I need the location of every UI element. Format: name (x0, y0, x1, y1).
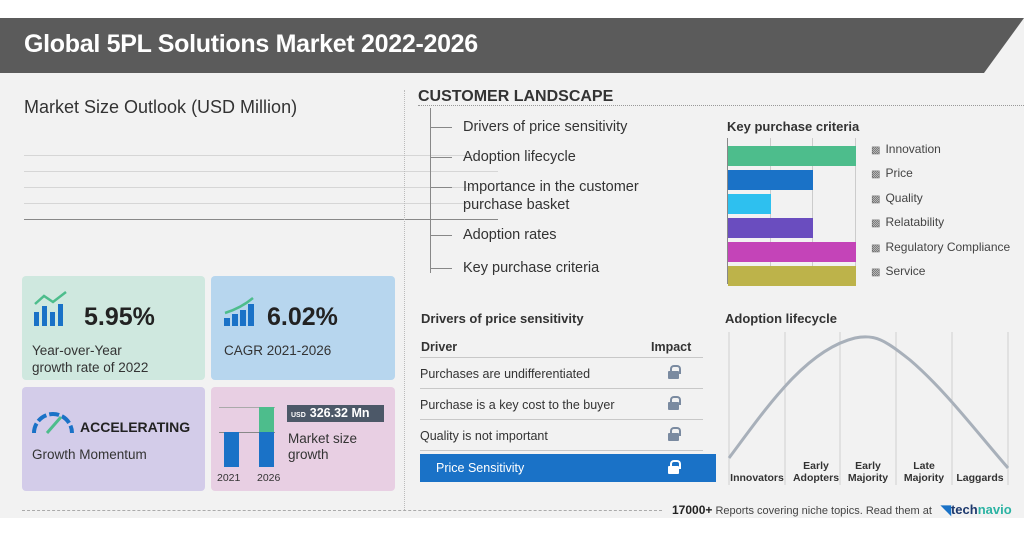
tree-line (430, 108, 431, 273)
adoption-chart (727, 332, 1010, 485)
adoption-title: Adoption lifecycle (725, 311, 837, 326)
bar-2026-base (259, 432, 274, 467)
speedometer-icon (32, 412, 74, 434)
grid-line (855, 138, 856, 284)
kpc-legend-item: Regulatory Compliance (871, 240, 1010, 254)
market-size-heading: Market Size Outlook (USD Million) (24, 97, 298, 117)
grid-line (24, 171, 498, 172)
momentum-value: ACCELERATING (80, 419, 191, 435)
cagr-card: 6.02% CAGR 2021-2026 (211, 276, 395, 380)
title-bar (0, 18, 1024, 73)
technavio-logo[interactable]: ◥technavio (940, 502, 1012, 517)
kpc-bar-service (728, 266, 856, 286)
footer-divider (22, 510, 662, 511)
kpc-bar-price (728, 170, 814, 190)
footer-text: 17000+ Reports covering niche topics. Re… (672, 502, 1012, 517)
axis-line (24, 219, 498, 220)
landscape-item[interactable]: Adoption rates (430, 226, 557, 244)
customer-landscape-title: CUSTOMER LANDSCAPE (418, 88, 614, 105)
yoy-label-2: growth rate of 2022 (32, 360, 149, 375)
adoption-label: Early Adopters (792, 460, 840, 484)
landscape-item[interactable]: Drivers of price sensitivity (430, 118, 627, 136)
landscape-item[interactable]: Importance in the customer purchase baske… (430, 178, 639, 214)
adoption-curve (727, 335, 1010, 469)
table-row: Quality is not important (420, 420, 703, 451)
bar-2026-growth (259, 407, 274, 432)
kpc-legend-item: Innovation (871, 142, 940, 156)
growth-label-2: growth (288, 447, 329, 462)
cagr-chart-icon (224, 297, 254, 326)
yoy-value: 5.95% (84, 303, 155, 331)
year-2026: 2026 (257, 472, 281, 484)
grid-line (24, 187, 474, 188)
growth-chart-icon (34, 291, 67, 326)
cagr-label: CAGR 2021-2026 (224, 343, 332, 358)
kpc-legend-item: Service (871, 264, 925, 278)
kpc-bar-regulatory-compliance (728, 242, 856, 262)
lock-icon[interactable] (668, 427, 681, 441)
momentum-card: ACCELERATING Growth Momentum (22, 387, 205, 491)
adoption-label: Laggards (956, 472, 1004, 484)
kpc-bar-quality (728, 194, 771, 214)
table-row: Purchases are undifferentiated (420, 358, 703, 389)
table-row: Purchase is a key cost to the buyer (420, 389, 703, 420)
growth-value-badge: USD 326.32 Mn (287, 405, 384, 422)
col-impact: Impact (651, 340, 692, 354)
lock-icon[interactable] (668, 365, 681, 379)
cagr-value: 6.02% (267, 303, 338, 331)
adoption-label: Late Majority (903, 460, 945, 484)
momentum-label: Growth Momentum (32, 447, 147, 462)
kpc-title: Key purchase criteria (727, 119, 860, 134)
col-driver: Driver (421, 340, 458, 354)
kpc-legend-item: Price (871, 166, 912, 180)
divider (404, 90, 405, 510)
bar-2021 (224, 432, 239, 467)
kpc-chart (727, 138, 857, 286)
ps-title: Drivers of price sensitivity (421, 311, 584, 326)
kpc-bar-relatability (728, 218, 814, 238)
yoy-label-1: Year-over-Year (32, 343, 122, 358)
kpc-legend-item: Quality (871, 191, 922, 205)
price-sensitivity-row[interactable]: Price Sensitivity (420, 454, 716, 482)
year-2021: 2021 (217, 472, 241, 484)
landscape-item[interactable]: Key purchase criteria (430, 259, 599, 277)
grid-line (727, 138, 728, 284)
grid-line (812, 138, 814, 284)
yoy-card: 5.95% Year-over-Year growth rate of 2022 (22, 276, 205, 380)
market-growth-card: 2021 2026 USD 326.32 Mn Market size growt… (211, 387, 395, 491)
adoption-label: Early Majority (847, 460, 889, 484)
grid-line (24, 203, 474, 204)
grid-line (24, 155, 474, 156)
lock-icon[interactable] (668, 396, 681, 410)
kpc-legend-item: Relatability (871, 215, 944, 229)
divider (418, 105, 1024, 106)
page-title: Global 5PL Solutions Market 2022-2026 (24, 30, 478, 58)
growth-label-1: Market size (288, 431, 358, 446)
landscape-item[interactable]: Adoption lifecycle (430, 148, 576, 166)
adoption-label: Innovators (730, 472, 784, 484)
kpc-bar-innovation (728, 146, 856, 166)
lock-icon[interactable] (668, 460, 681, 474)
